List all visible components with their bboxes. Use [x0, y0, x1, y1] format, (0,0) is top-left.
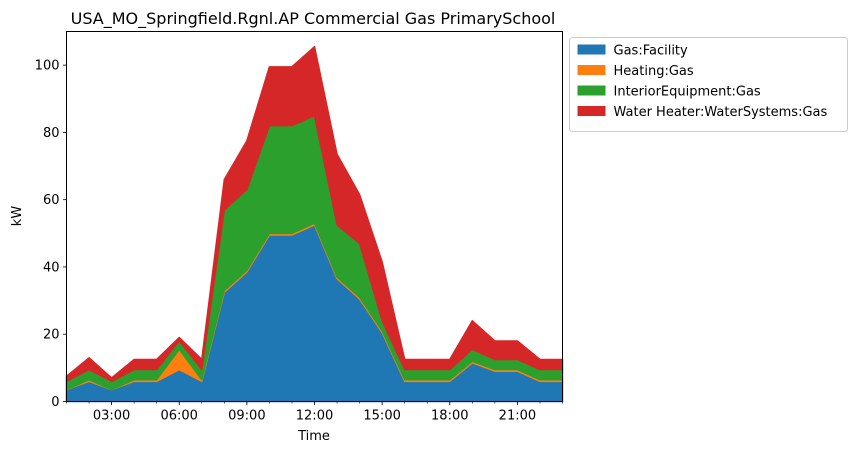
x-tick-label: 06:00: [160, 409, 197, 424]
y-tick-label: 100: [35, 59, 60, 74]
plot-frame: [66, 31, 563, 402]
legend-swatch: [577, 44, 606, 55]
y-tick-label: 40: [43, 260, 60, 275]
y-axis-label: kW: [10, 206, 25, 227]
y-axis: 0 20 40 60 80 100: [35, 59, 67, 410]
plot-areas: [65, 45, 564, 403]
legend-label: InteriorEquipment:Gas: [614, 85, 761, 100]
x-axis: 03:00 06:00 09:00 12:00 15:00 18:00 21:00: [66, 401, 563, 424]
x-tick-label: 15:00: [363, 409, 400, 424]
legend-box: [569, 37, 848, 132]
y-tick-label: 80: [43, 126, 60, 141]
chart-title: USA_MO_Springfield.Rgnl.AP Commercial Ga…: [71, 9, 556, 29]
x-tick-label: 18:00: [431, 409, 468, 424]
x-tick-label: 12:00: [296, 409, 333, 424]
legend-swatch: [577, 65, 606, 75]
x-tick-label: 09:00: [228, 409, 265, 424]
legend-label: Heating:Gas: [614, 64, 694, 79]
x-axis-label: Time: [297, 429, 330, 444]
legend-label: Water Heater:WaterSystems:Gas: [614, 105, 828, 120]
x-tick-label: 03:00: [93, 409, 130, 424]
legend-swatch: [577, 106, 606, 116]
legend-label: Gas:Facility: [614, 44, 689, 59]
y-tick-label: 60: [43, 193, 60, 208]
y-tick-label: 0: [51, 395, 59, 410]
legend: Gas:Facility Heating:Gas InteriorEquipment…: [569, 37, 848, 132]
x-tick-label: 21:00: [499, 409, 536, 424]
y-tick-label: 20: [43, 328, 60, 343]
legend-swatch: [577, 85, 606, 96]
